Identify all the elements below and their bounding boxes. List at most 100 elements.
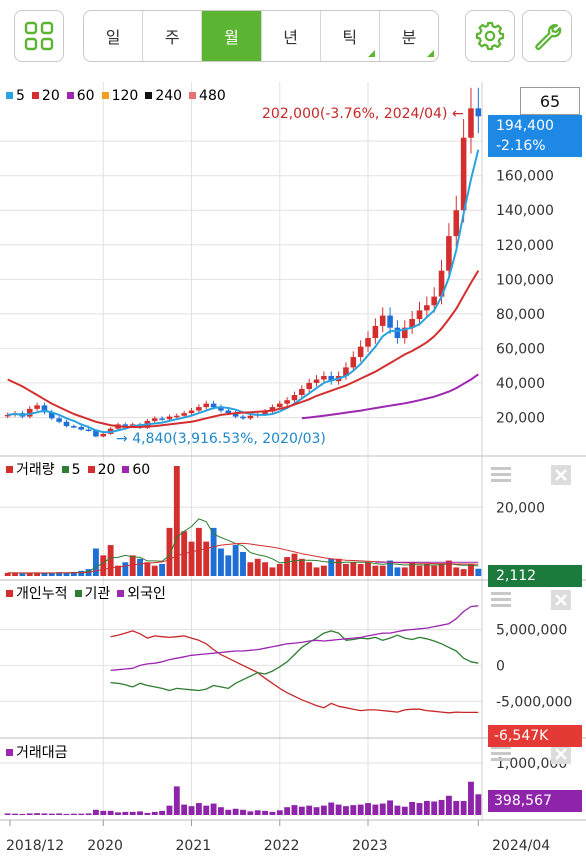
amount-bar [181,804,188,815]
amount-bar [115,812,121,815]
amount-bar [298,806,305,815]
legend-label: 기관 [84,586,111,602]
candle-body [291,395,298,401]
legend-swatch [6,749,13,756]
chart-canvas[interactable]: 2018/12 2020 2021 2022 2023 2024/0420,00040,0… [0,82,586,858]
legend-label: 외국인 [127,586,166,602]
amount-bar [343,806,349,815]
volume-bar [144,562,151,576]
volume-bar [357,563,364,576]
volume-bar [328,558,335,576]
amount-bar [453,800,460,815]
grid-icon [24,21,54,51]
candle-body [424,305,430,311]
amount-bar [372,804,379,815]
volume-bar [70,571,77,576]
volume-bar [262,562,269,576]
axes: 2018/12 2020 2021 2022 2023 2024/0420,00040,0… [0,82,586,854]
amount-bar [56,813,63,815]
amount-bar [475,794,482,815]
volume-bar [284,557,291,576]
volume-bar [313,567,320,576]
candle-body [262,411,268,415]
volume-legend: 거래량 5 20 60 [6,459,150,479]
volume-bar [173,466,180,576]
volume-bar [445,560,452,576]
amount-bar [438,799,445,815]
x-tick-label: 2023 [352,838,388,854]
volume-bar [137,558,143,576]
x-tick-label: 2018/12 [6,838,64,854]
volume-bar [335,558,342,576]
menu-bar [491,479,511,482]
tab-week[interactable]: 주 [143,11,203,61]
candle-body [460,137,467,211]
price-panel [4,87,482,438]
candle-body [276,403,283,408]
tab-month-label: 월 [224,28,239,47]
amount-bar [19,813,26,815]
legend-label: 5 [16,88,25,104]
candle-body [365,338,371,347]
close-x [555,748,567,760]
ma-line-20 [7,270,480,428]
close-x [555,594,567,606]
amount-bar [254,810,261,815]
tab-month[interactable]: 월 [202,11,262,61]
amount-bar [262,810,269,815]
amount-bar [468,781,474,815]
amount-bar [291,805,298,815]
tab-minute[interactable]: 분 [380,11,438,61]
volume-bar [240,551,246,576]
low-annotation-text: 4,840(3,916.53%, 2020/03) [132,431,326,447]
candle-body [394,327,401,339]
x-tick-label: 2020 [87,838,123,854]
menu-bar [491,604,511,607]
menu-bar [491,473,511,476]
y-tick-label: 1,000,000 [496,756,567,772]
ma-line-5 [7,149,480,434]
legend-swatch [145,92,153,99]
tab-year[interactable]: 년 [262,11,321,61]
amount-bar [217,807,224,815]
volume-bar [343,563,349,576]
tools-button[interactable] [522,10,572,62]
volume-bar [387,560,394,576]
volume-bar [63,572,70,576]
tab-day[interactable]: 일 [84,11,144,61]
legend-swatch [6,466,13,473]
legend-swatch [31,92,39,99]
legend-label: 거래량 [16,462,55,478]
candle-body [210,403,217,408]
candle-body [218,407,224,411]
volume-bar [41,573,48,576]
volume-bar [129,555,136,576]
candle-body [93,430,99,437]
volume-bar [203,541,210,576]
candle-count-box[interactable]: 65 [520,87,580,115]
legend-label: 240 [155,88,183,104]
amount-bar [401,806,408,815]
settings-button[interactable] [465,10,515,62]
legend-swatch [122,466,130,473]
high-annotation: 202,000(-3.76%, 2024/04) ← [262,106,464,122]
candle-body [122,424,129,426]
volume-bar [409,562,416,576]
volume-bar [438,563,445,576]
volume-bar [195,527,202,576]
amount-bar [12,813,18,815]
volume-bar [100,555,107,576]
menu-bar [491,467,511,470]
amount-bar [166,805,173,815]
panel-menu-icon [491,467,511,482]
candle-body [232,413,239,417]
volume-bar [394,567,401,576]
menu-bar [491,758,511,761]
volume-bar [225,555,232,576]
tab-tick[interactable]: 틱 [321,11,380,61]
tab-week-label: 주 [164,28,180,47]
amount-bar [78,813,85,815]
legend-swatch [74,590,82,597]
y-tick-label: 120,000 [496,238,554,254]
grid-menu-button[interactable] [14,10,64,62]
